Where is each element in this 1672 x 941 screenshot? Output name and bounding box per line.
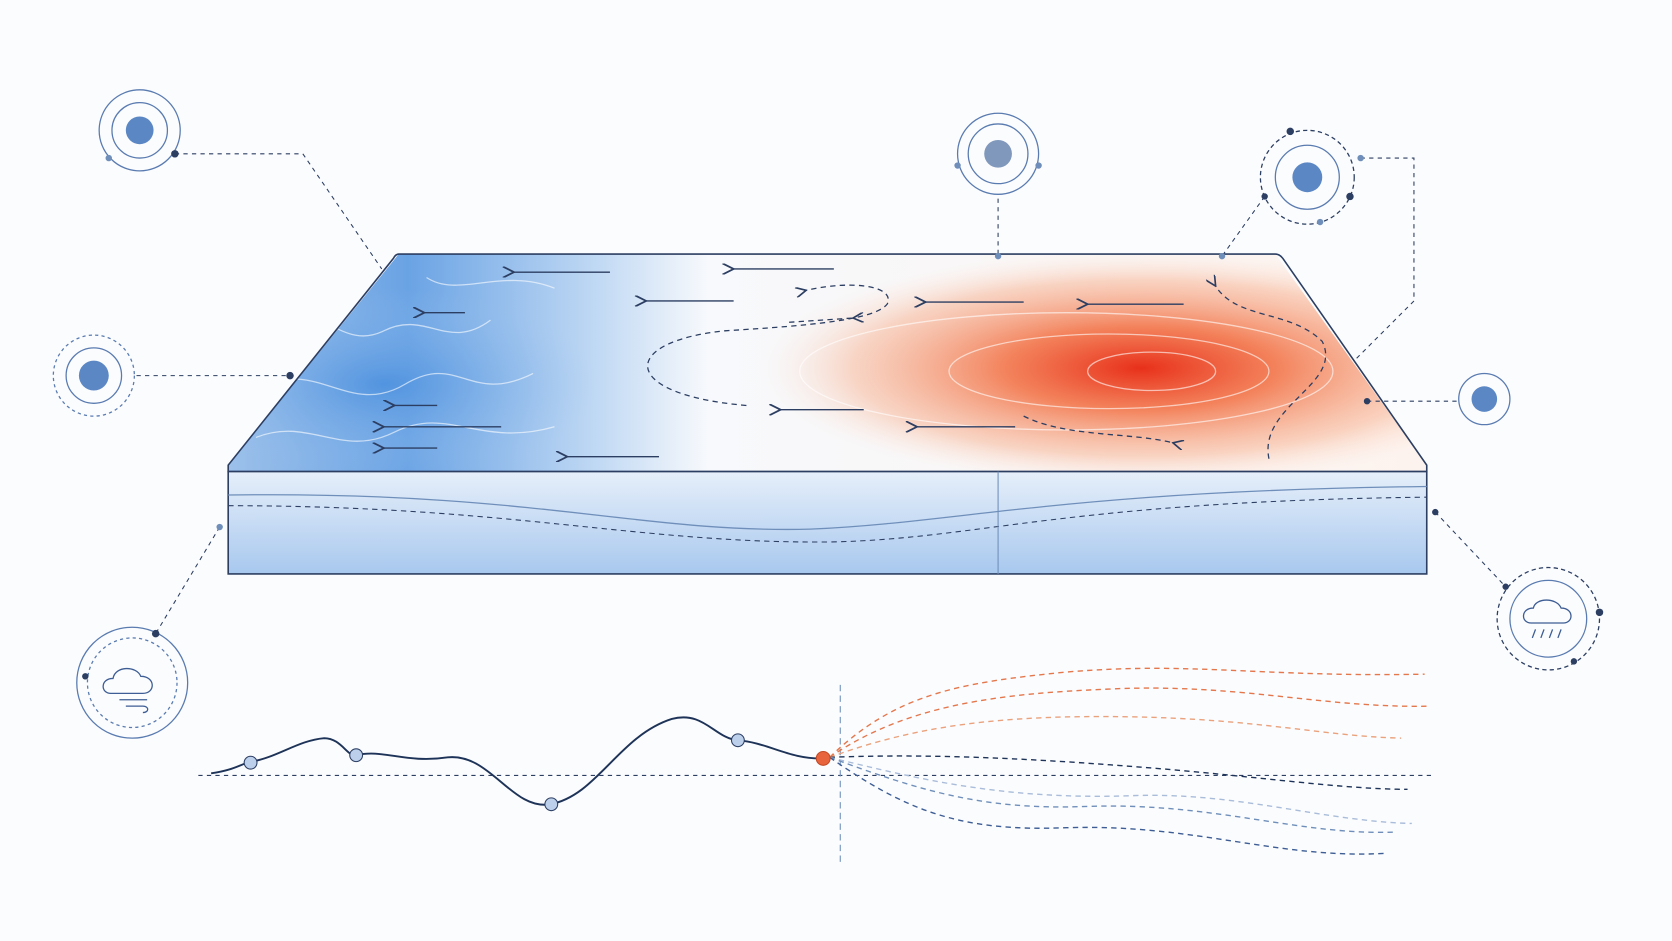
- slab-top: [227, 253, 1428, 473]
- dashed-flows: [646, 285, 1327, 459]
- slab-front: [227, 470, 1428, 575]
- leader-dots: [216, 252, 1439, 531]
- timeline: [198, 667, 1436, 867]
- node-icons: [52, 89, 1604, 739]
- leader-lines: [136, 153, 1507, 634]
- current-arrows: [384, 269, 1184, 457]
